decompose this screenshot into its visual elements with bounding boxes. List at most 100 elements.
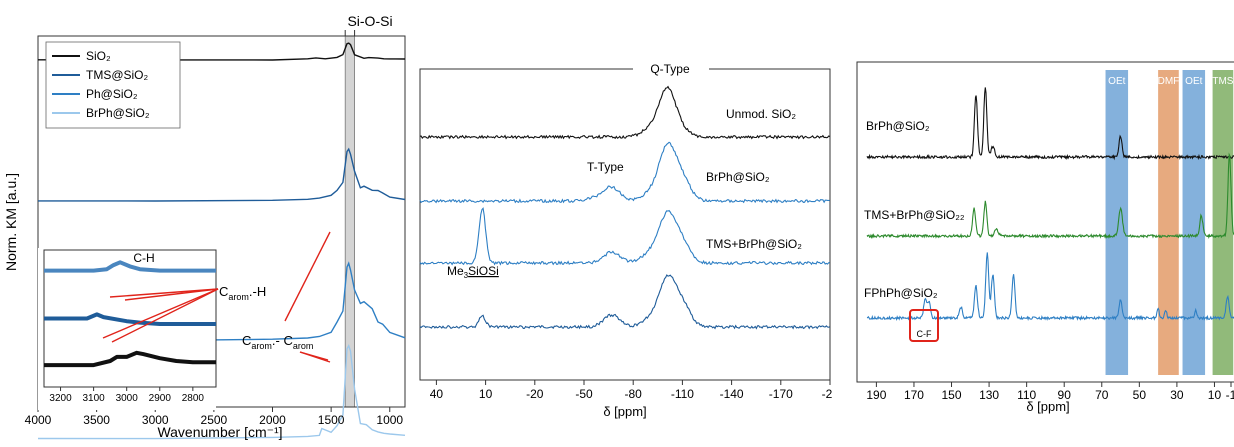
si-nmr-title-background — [633, 61, 709, 77]
ir-x-ticks: 4000 3500 3000 2500 2000 1500 1000 — [25, 407, 403, 427]
ir-inset-ch-label: C-H — [133, 251, 154, 265]
ir-legend: SiO₂ TMS@SiO₂ Ph@SiO₂ BrPh@SiO₂ — [52, 49, 150, 120]
si-nmr-series-line-1 — [419, 85, 831, 140]
c-nmr-series-line-1 — [866, 87, 1234, 161]
si-nmr-label-brph: BrPh@SiO₂ — [706, 170, 770, 184]
c-nmr-cf-label: C-F — [917, 329, 932, 339]
ir-arrow-4 — [111, 288, 219, 343]
c-nmr-band-tms — [1212, 70, 1234, 375]
ir-arrow-5 — [284, 231, 331, 322]
si-nmr-x-tick-label: 10 — [479, 387, 493, 401]
ir-inset-tick-label: 3000 — [116, 393, 139, 404]
ir-annotation-arrows — [102, 231, 331, 363]
si-nmr-me: Me — [447, 264, 464, 278]
ir-x-tick-label: 1500 — [318, 413, 345, 427]
panel-c-nmr: OEt DMF OEt TMS 190 170 150 130 110 90 70 50 30 10 -1… — [856, 61, 1234, 414]
c-nmr-x-tick-label: 10 — [1208, 388, 1222, 402]
c-nmr-series-group — [866, 87, 1234, 322]
si-nmr-x-tick-label: -140 — [720, 387, 744, 401]
c-nmr-band-oet — [1182, 70, 1206, 375]
c-nmr-x-tick-label: 110 — [1017, 388, 1036, 402]
si-nmr-x-tick-label: -20 — [526, 387, 544, 401]
c-nmr-x-tick-label: 130 — [979, 388, 999, 402]
c-nmr-bands: OEt DMF OEt TMS — [1105, 70, 1234, 375]
ir-inset-tick-label: 3100 — [82, 393, 105, 404]
c-nmr-band-label: OEt — [1185, 76, 1202, 87]
ir-carom-carom-sub1: arom — [251, 341, 272, 351]
si-nmr-series-line-3 — [419, 207, 830, 266]
c-nmr-band-oet — [1105, 70, 1129, 375]
c-nmr-band-dmf — [1158, 70, 1179, 375]
c-nmr-x-tick-label: 30 — [1170, 388, 1184, 402]
ir-carom-h-c: C — [219, 284, 228, 299]
si-nmr-x-tick-label: -50 — [575, 387, 593, 401]
si-nmr-q-type-label: Q-Type — [650, 62, 690, 76]
ir-inset-tick-label: 2800 — [182, 393, 205, 404]
ir-series-line-3 — [37, 261, 406, 342]
ir-x-tick-label: 4000 — [25, 413, 52, 427]
ir-arrow-3 — [124, 288, 219, 301]
ir-inset-line-2 — [44, 312, 216, 326]
ir-legend-label: TMS@SiO₂ — [86, 68, 149, 82]
c-nmr-label-brph: BrPh@SiO₂ — [866, 119, 930, 133]
si-nmr-t-type-label: T-Type — [587, 160, 624, 174]
ir-arrow-7 — [299, 351, 331, 363]
ir-carom-h-label: Carom.-H — [219, 284, 266, 302]
ir-x-axis-label: Wavenumber [cm⁻¹] — [157, 424, 282, 440]
si-nmr-x-tick-label: -80 — [625, 387, 643, 401]
ir-series-line-2 — [37, 147, 406, 202]
c-nmr-x-tick-label: 190 — [866, 388, 886, 402]
ir-legend-label: SiO₂ — [86, 49, 111, 63]
ir-inset-line-3 — [44, 350, 216, 368]
c-nmr-label-fphph: FPhPh@SiO₂ — [864, 286, 938, 300]
panel-si-nmr: Q-Type 40 10 -20 -50 -80 -110 -140 -170 -2 δ [pp… — [419, 61, 833, 419]
c-nmr-label-tms-brph: TMS+BrPh@SiO₂₂ — [864, 208, 965, 222]
c-nmr-band-label: OEt — [1108, 76, 1125, 87]
ir-inset-series — [44, 260, 216, 368]
ir-carom-h-tail: .-H — [249, 284, 266, 299]
ir-x-tick-label: 3000 — [142, 413, 169, 427]
c-nmr-series-line-3 — [866, 252, 1234, 322]
c-nmr-band-label: TMS — [1212, 76, 1233, 87]
si-nmr-series-group — [419, 85, 831, 330]
c-nmr-band-label: DMF — [1158, 76, 1180, 87]
c-nmr-x-tick-label: -1 — [1226, 388, 1234, 402]
si-nmr-series-line-2 — [419, 141, 830, 204]
si-nmr-x-tick-label: 40 — [430, 387, 444, 401]
panel-ir: Si-O-Si 4000 3500 3000 2500 2000 1500 1000 Wav… — [3, 13, 406, 440]
c-nmr-x-ticks: 190 170 150 130 110 90 70 50 30 10 -1 — [866, 382, 1234, 402]
ir-si-o-si-label: Si-O-Si — [347, 13, 392, 29]
ir-inset-line-1 — [44, 260, 216, 273]
si-nmr-x-tick-label: -2 — [822, 387, 833, 401]
si-nmr-x-tick-label: -110 — [671, 387, 694, 401]
c-nmr-x-tick-label: 70 — [1095, 388, 1109, 402]
ir-series-line-4 — [37, 343, 406, 440]
ir-legend-label: BrPh@SiO₂ — [86, 106, 150, 120]
c-nmr-series-line-2 — [866, 152, 1234, 240]
c-nmr-x-axis-label: δ [ppm] — [1026, 399, 1069, 414]
c-nmr-x-tick-label: 50 — [1133, 388, 1147, 402]
ir-plot-frame — [37, 35, 406, 408]
ir-legend-label: Ph@SiO₂ — [86, 87, 138, 101]
ir-carom-carom-c1: C — [242, 333, 251, 348]
c-nmr-x-tick-label: 170 — [904, 388, 924, 402]
c-nmr-x-tick-label: 90 — [1058, 388, 1072, 402]
c-nmr-cf-highlight-box — [909, 309, 939, 342]
ir-x-tick-label: 2000 — [259, 413, 286, 427]
ir-x-tick-label: 1000 — [376, 413, 403, 427]
ir-arrow-2 — [102, 288, 219, 339]
ir-x-tick-label: 2500 — [201, 413, 228, 427]
si-nmr-x-tick-label: -170 — [769, 387, 793, 401]
ir-series-line-1 — [37, 42, 406, 61]
si-nmr-siosi: SiOSi — [468, 264, 499, 278]
ir-inset-tick-label: 3200 — [49, 393, 72, 404]
si-nmr-x-axis-label: δ [ppm] — [603, 404, 646, 419]
ir-inset-tick-label: 2900 — [149, 393, 172, 404]
ir-y-axis-label: Norm. KM [a.u.] — [3, 173, 19, 271]
ir-inset-x-ticks: 3200 3100 3000 2900 2800 — [49, 387, 204, 404]
si-nmr-label-tms-brph: TMS+BrPh@SiO₂ — [706, 237, 802, 251]
ir-carom-carom-mid: .- C — [272, 333, 293, 348]
si-nmr-x-ticks: 40 10 -20 -50 -80 -110 -140 -170 -2 — [430, 380, 833, 401]
